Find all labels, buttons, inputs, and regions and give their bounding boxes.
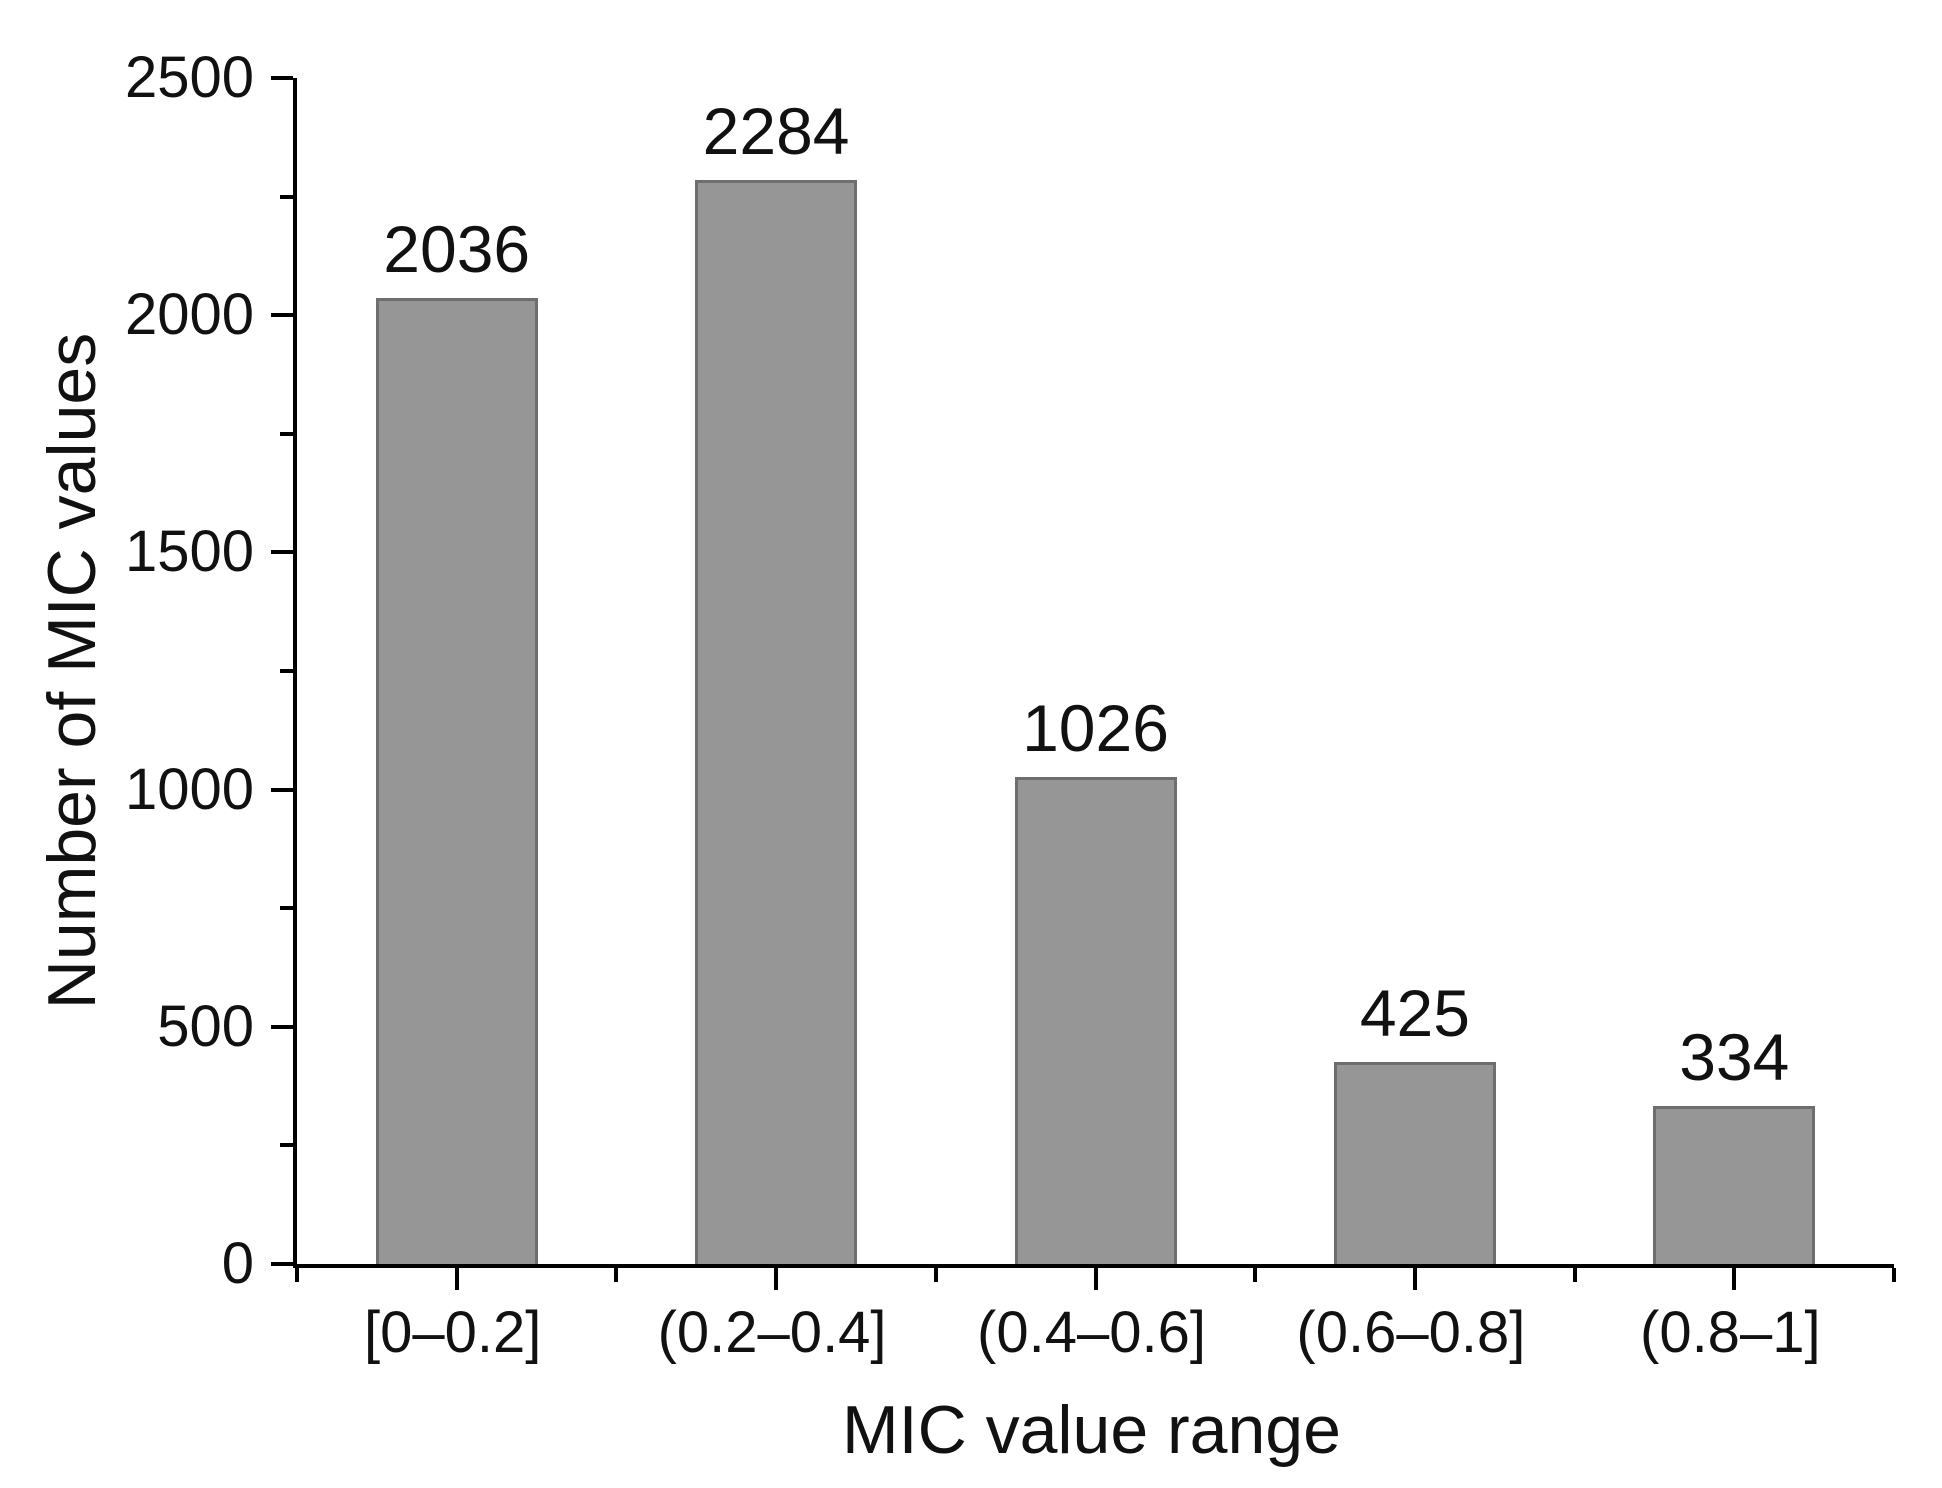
bar-value-label: 425	[1359, 976, 1470, 1051]
y-major-tick	[271, 1024, 293, 1029]
bar	[1014, 777, 1177, 1264]
x-tick-label: (0.4–0.6]	[977, 1300, 1206, 1365]
bar	[1653, 1105, 1816, 1264]
y-minor-tick	[280, 1143, 293, 1148]
bar-value-label: 334	[1679, 1019, 1790, 1094]
y-minor-tick	[280, 431, 293, 436]
x-tick-label: (0.6–0.8]	[1296, 1300, 1526, 1365]
y-major-tick	[271, 787, 293, 792]
bar-value-label: 1026	[1022, 691, 1169, 766]
y-tick-label: 500	[157, 993, 254, 1059]
y-minor-tick	[280, 669, 293, 673]
x-boundary-tick	[295, 1268, 299, 1282]
x-major-tick	[1412, 1268, 1417, 1290]
bar	[375, 298, 538, 1264]
plot-area: 2036 2284 1026 425 334	[271, 76, 1896, 1290]
y-major-tick	[271, 76, 293, 80]
x-axis-title: MIC value range	[842, 1392, 1341, 1468]
x-boundary-tick	[933, 1268, 938, 1282]
x-major-tick	[774, 1268, 779, 1290]
bar	[1333, 1062, 1496, 1264]
y-tick-label: 2500	[124, 45, 254, 110]
x-tick-label: (0.8–1]	[1640, 1300, 1821, 1365]
x-boundary-tick	[1572, 1268, 1577, 1282]
y-axis-title: Number of MIC values	[34, 332, 110, 1010]
y-tick-label: 1000	[124, 756, 254, 822]
x-major-tick	[1732, 1268, 1737, 1290]
y-tick-label: 1500	[124, 519, 254, 585]
y-major-tick	[271, 313, 293, 318]
x-boundary-tick	[1892, 1268, 1896, 1282]
x-tick-label: (0.2–0.4]	[657, 1300, 887, 1365]
x-boundary-tick	[1253, 1268, 1258, 1282]
x-tick-label: [0–0.2]	[364, 1300, 542, 1365]
x-major-tick	[1093, 1268, 1098, 1290]
y-major-tick	[271, 1262, 293, 1266]
y-major-tick	[271, 550, 293, 555]
x-boundary-tick	[614, 1268, 619, 1282]
bar	[695, 180, 858, 1264]
bar-value-label: 2036	[383, 212, 531, 287]
bar-value-label: 2284	[702, 94, 850, 169]
y-tick-label: 0	[221, 1231, 254, 1296]
y-minor-tick	[280, 194, 293, 199]
y-minor-tick	[280, 906, 293, 911]
x-major-tick	[454, 1268, 459, 1290]
y-tick-label: 2000	[124, 282, 254, 348]
